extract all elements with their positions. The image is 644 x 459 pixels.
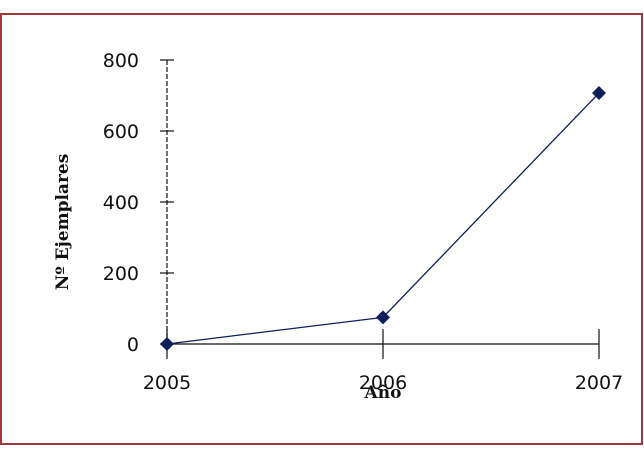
x-tick-label: 2006	[359, 372, 407, 394]
chart-border	[0, 13, 643, 445]
y-axis-title: Nº Ejemplares	[53, 154, 73, 291]
y-tick-label: 800	[103, 50, 139, 72]
chart-labels: 0 200 400 600 800 2005 2006 2007	[103, 50, 623, 394]
y-tick-label: 200	[103, 263, 139, 285]
y-tick-label: 600	[103, 121, 139, 143]
x-tick-label: 2007	[575, 372, 623, 394]
data-point-2007	[592, 86, 606, 101]
y-tick-label: 400	[103, 192, 139, 214]
y-tick-label: 0	[127, 334, 139, 356]
chart-marks	[160, 86, 606, 351]
data-point-2006	[376, 310, 390, 325]
data-point-2005	[160, 337, 174, 351]
x-tick-label: 2005	[143, 372, 191, 394]
x-axis-title: Año	[364, 383, 402, 403]
